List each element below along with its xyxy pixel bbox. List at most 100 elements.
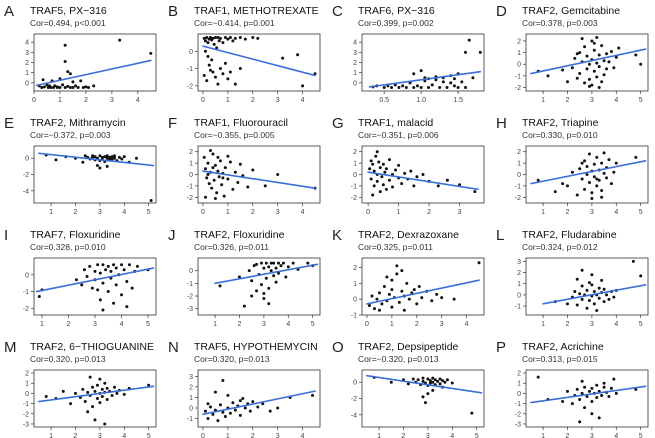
y-tick-label: -2 <box>515 195 521 202</box>
data-point <box>600 161 604 165</box>
data-point <box>238 35 242 39</box>
data-point <box>63 59 67 63</box>
y-tick-label: 2 <box>189 149 193 156</box>
data-point <box>81 85 85 89</box>
data-point <box>421 395 425 399</box>
data-point <box>104 268 108 272</box>
x-tick-label: 3 <box>276 209 280 216</box>
data-point <box>101 263 105 267</box>
x-tick-label: 1 <box>226 97 230 104</box>
data-point <box>296 53 300 57</box>
y-tick-label: 0 <box>25 272 29 279</box>
data-point <box>570 170 574 174</box>
panel-stats: Cor=−0.355, p=0.005 <box>194 130 275 140</box>
y-tick-label: 0 <box>517 172 521 179</box>
x-tick-label: 1 <box>226 209 230 216</box>
data-point <box>575 277 579 281</box>
data-point <box>208 149 212 153</box>
data-point <box>42 85 46 89</box>
data-point <box>213 35 217 39</box>
x-tick-label: 3 <box>440 321 444 328</box>
x-tick-label: 0 <box>201 97 205 104</box>
data-point <box>203 167 207 171</box>
y-tick-label: -2 <box>187 195 193 202</box>
x-tick-label: 4 <box>301 97 305 104</box>
data-point <box>407 297 411 301</box>
y-tick-label: 1 <box>189 161 193 168</box>
x-tick-label: 5 <box>147 433 151 438</box>
data-point <box>246 185 250 189</box>
data-point <box>202 36 206 40</box>
data-point <box>231 401 235 405</box>
data-point <box>87 85 91 89</box>
data-point <box>631 259 635 263</box>
data-point <box>281 56 285 60</box>
x-tick-label: 3 <box>98 433 102 438</box>
data-point <box>237 275 241 279</box>
data-point <box>375 150 379 154</box>
panel-stats: Cor=−0.320, p=0.013 <box>358 354 439 364</box>
data-point <box>605 52 609 56</box>
data-point <box>216 82 220 86</box>
data-point <box>274 266 278 270</box>
data-point <box>242 304 246 308</box>
data-point <box>261 402 265 406</box>
panel-title: TRAF1, METHOTREXATE <box>194 5 319 17</box>
y-tick-label: -2 <box>23 172 29 179</box>
data-point <box>436 379 440 383</box>
x-tick-label: 1 <box>541 433 545 438</box>
data-point <box>37 295 41 299</box>
x-tick-label: 2 <box>427 209 431 216</box>
x-tick-label: 3 <box>276 433 280 438</box>
y-tick-label: -1 <box>351 183 357 190</box>
data-point <box>375 179 379 183</box>
data-point <box>231 39 235 43</box>
data-point <box>400 289 404 293</box>
regression-line <box>202 45 316 77</box>
data-point <box>580 297 584 301</box>
data-point <box>377 291 381 295</box>
data-point <box>222 194 226 198</box>
data-point <box>63 43 67 47</box>
regression-line <box>367 171 479 191</box>
data-point <box>383 170 387 174</box>
data-point <box>384 167 388 171</box>
data-point <box>84 85 88 89</box>
panel-title: TRAF7, Floxuridine <box>30 229 121 241</box>
data-point <box>228 35 232 39</box>
data-point <box>49 85 53 89</box>
data-point <box>71 80 75 84</box>
data-point <box>98 377 102 381</box>
data-point <box>369 159 373 163</box>
data-point <box>96 263 100 267</box>
data-point <box>381 183 385 187</box>
plot-frame <box>525 257 649 316</box>
y-tick-label: 3 <box>353 50 357 57</box>
x-tick-label: 2 <box>251 209 255 216</box>
data-point <box>251 35 255 39</box>
data-point <box>592 162 596 166</box>
data-point <box>205 35 209 39</box>
panel-letter: P <box>496 339 506 356</box>
data-point <box>587 180 591 184</box>
data-point <box>226 393 230 397</box>
data-point <box>208 35 212 39</box>
data-point <box>372 307 376 311</box>
data-point <box>98 166 102 170</box>
data-point <box>83 154 87 158</box>
y-tick-label: -2 <box>187 83 193 90</box>
data-point <box>600 80 604 84</box>
data-point <box>595 177 599 181</box>
data-point <box>595 61 599 65</box>
data-point <box>105 156 109 160</box>
data-point <box>595 383 599 387</box>
y-tick-label: 0 <box>189 406 193 413</box>
data-point <box>220 183 224 187</box>
panel-letter: A <box>4 3 14 20</box>
data-point <box>612 377 616 381</box>
data-point <box>96 288 100 292</box>
data-point <box>86 410 90 414</box>
data-point <box>221 410 225 414</box>
y-tick-label: 1 <box>353 70 357 77</box>
